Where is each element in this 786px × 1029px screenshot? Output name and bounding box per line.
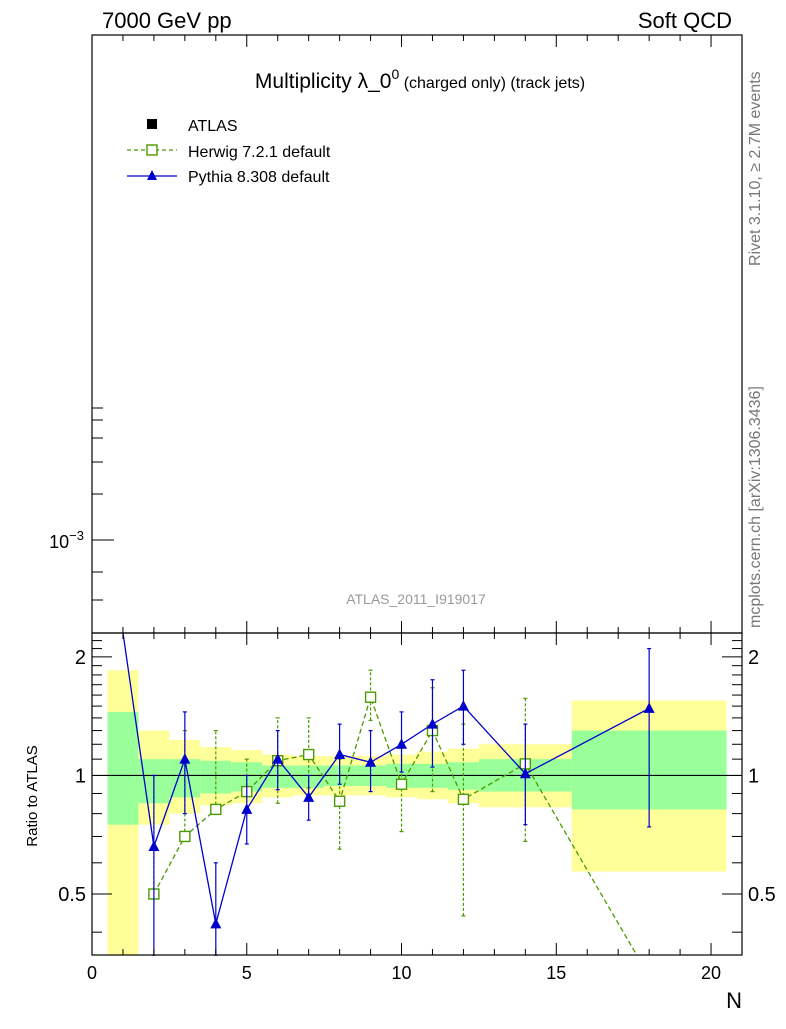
ratio-series [122,632,655,956]
point-herwig [395,778,408,790]
main-ytick-base: 10 [49,532,69,552]
series-pythia [122,632,655,956]
legend-marker-herwig [146,144,158,156]
point-pythia [210,917,222,929]
analysis-watermark: ATLAS_2011_I919017 [346,591,486,607]
ytick-label-right: 0.5 [748,884,776,906]
chart-title-main: Multiplicity λ_0 [255,70,392,93]
legend-entry-pythia: Pythia 8.308 default [127,169,330,186]
point-pythia [272,753,284,764]
point-pythia [457,700,469,711]
point-pythia [303,791,315,802]
band-inner [107,711,139,825]
point-pythia [396,738,408,749]
main-axis-ticks [91,35,743,633]
legend-marker-atlas [147,119,157,129]
legend-marker-pythia [147,170,157,180]
ratio-bands [107,670,727,955]
xtick-label: 0 [87,963,97,983]
chart-title-superscript: 0 [391,66,399,82]
chart-title-suffix: (charged only) (track jets) [399,75,585,92]
series-line-pythia [122,632,650,924]
point-pythia [519,767,531,779]
point-pythia [334,748,346,760]
point-pythia [179,753,191,764]
legend-entry-herwig: Herwig 7.2.1 default [127,144,331,161]
ytick-label: 0.5 [58,884,86,906]
legend: ATLAS Herwig 7.2.1 default Pythia 8.308 … [127,118,331,186]
header-left: 7000 GeV pp [102,8,232,33]
ratio-panel-frame [91,632,743,956]
ytick-label: 1 [75,765,86,787]
point-herwig [364,691,377,703]
xtick-label: 20 [701,963,721,983]
main-ytick-exponent: −3 [69,528,84,543]
point-pythia [426,718,438,729]
point-herwig [179,830,191,843]
ratio-ylabel: Ratio to ATLAS [24,745,41,846]
xtick-label: 10 [392,963,412,983]
ytick-label: 2 [75,647,86,669]
legend-label-pythia: Pythia 8.308 default [188,169,330,186]
ytick-label-right: 2 [748,647,759,669]
ratio-xlabel: N [726,988,742,1013]
point-herwig [210,803,222,816]
point-pythia [241,803,253,814]
point-herwig [302,748,315,761]
point-pythia [148,840,160,852]
legend-label-herwig: Herwig 7.2.1 default [188,144,331,161]
side-label-rivet: Rivet 3.1.10, ≥ 2.7M events [747,71,764,266]
point-herwig [457,793,470,805]
legend-label-atlas: ATLAS [188,118,238,135]
main-ytick-label: 10−3 [49,528,84,552]
legend-entry-atlas: ATLAS [147,118,238,135]
series-line-herwig [153,695,638,956]
xtick-label: 15 [546,963,566,983]
header-right: Soft QCD [638,8,732,33]
ratio-axis-ticks: 0 5 10 15 20 0.5 0.5 1 1 2 2 [58,633,776,983]
series-herwig [148,669,638,956]
chart-title: Multiplicity λ_00 (charged only) (track … [255,66,585,93]
point-herwig [333,795,346,807]
xtick-label: 5 [242,963,252,983]
ytick-label-right: 1 [748,765,759,787]
point-pythia [643,702,655,713]
point-pythia [365,756,377,767]
side-label-mcplots: mcplots.cern.ch [arXiv:1306.3436] [747,386,764,628]
